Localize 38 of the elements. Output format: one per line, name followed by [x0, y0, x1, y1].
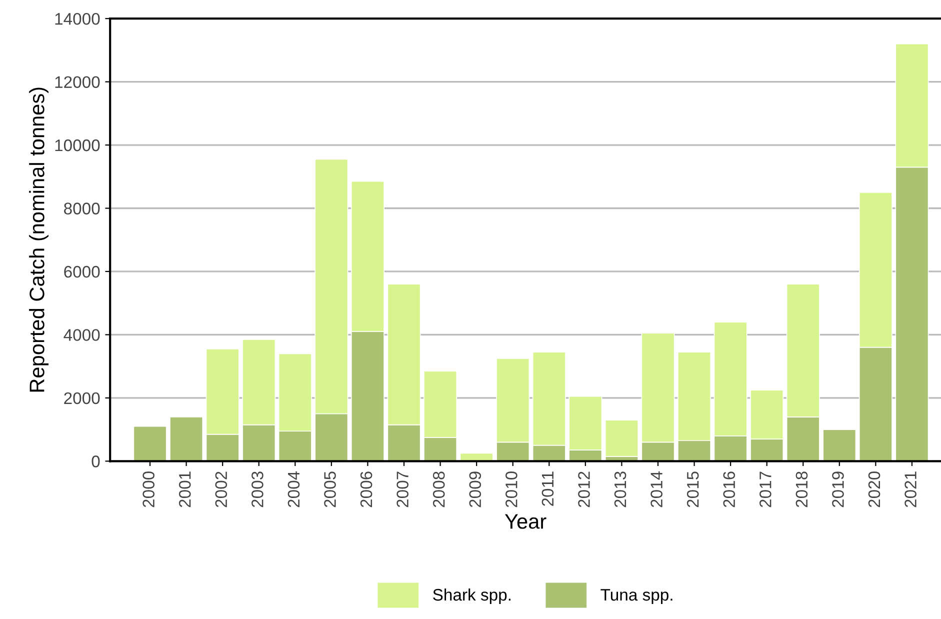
y-tick-label: 14000: [55, 12, 100, 25]
x-tick-label: 2005: [324, 472, 336, 508]
bar: [133, 426, 167, 462]
bar: [604, 420, 638, 457]
x-tick-label: 2003: [252, 472, 264, 508]
x-tick-label: 2009: [469, 472, 482, 508]
x-tick-label: 2018: [796, 472, 808, 508]
y-tick-label: 0: [92, 456, 100, 468]
x-tick-label: 2017: [760, 472, 772, 508]
x-tick-label: 2008: [432, 472, 445, 508]
x-tick-label: 2011: [542, 472, 554, 506]
x-tick-label: 2013: [614, 472, 626, 508]
x-tick-label: 2007: [396, 472, 408, 508]
x-tick-label: 2002: [215, 472, 228, 508]
x-tick-label: 2014: [650, 471, 662, 508]
bar: [170, 416, 204, 462]
bar: [822, 429, 856, 462]
y-tick-label: 8000: [64, 202, 100, 214]
y-tick-label: 10000: [55, 139, 100, 152]
y-tick-label: 12000: [55, 76, 100, 88]
x-tick-label: 2012: [578, 472, 590, 508]
y-tick-label: 4000: [64, 329, 100, 341]
x-tick-label: 2016: [723, 472, 736, 508]
x-tick-label: 2019: [832, 472, 844, 508]
legend-label: Tuna spp.: [600, 589, 672, 604]
x-tick-label: 2010: [506, 472, 518, 508]
x-tick-label: 2021: [904, 472, 916, 508]
x-tick-label: 2004: [288, 471, 300, 508]
x-tick-label: 2001: [178, 472, 191, 508]
x-tick-label: 2020: [868, 472, 880, 508]
legend-label: Shark spp.: [433, 588, 510, 604]
x-tick-label: 2015: [686, 472, 699, 508]
x-tick-label: 2000: [142, 472, 154, 508]
x-axis-title: Year: [504, 514, 546, 529]
y-tick-label: 6000: [64, 266, 100, 278]
y-axis-title: Reported Catch (nominal tonnes): [29, 88, 48, 392]
x-tick-label: 2006: [360, 472, 372, 508]
y-tick-label: 2000: [64, 392, 100, 404]
